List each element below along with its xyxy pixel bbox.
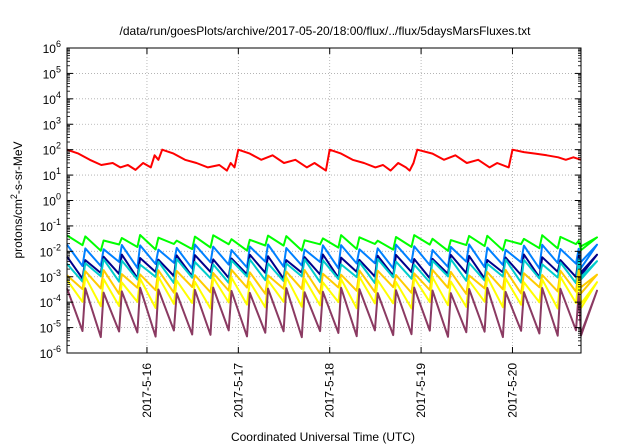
y-tick-exponent: 5	[56, 64, 61, 74]
x-tick-label: 2017-5-18	[323, 363, 337, 418]
y-axis-label-tail: -s-sr-MeV	[11, 141, 25, 194]
y-tick-exponent: -5	[53, 319, 61, 329]
y-tick-label: 10-1	[40, 217, 61, 234]
y-tick-exponent: -1	[53, 217, 61, 227]
y-tick-label: 10-5	[40, 319, 61, 336]
y-tick-exponent: -3	[53, 268, 61, 278]
y-tick-base: 10	[43, 67, 57, 81]
series-layer	[66, 148, 598, 339]
y-tick-base: 10	[43, 144, 57, 158]
y-tick-exponent: 0	[56, 192, 61, 202]
y-tick-label: 106	[43, 39, 61, 56]
y-tick-label: 10-3	[40, 268, 61, 285]
y-tick-exponent: 2	[56, 141, 61, 151]
y-tick-base: 10	[40, 347, 54, 361]
y-tick-label: 102	[43, 141, 61, 158]
x-tick-label: 2017-5-16	[140, 363, 154, 418]
series-line	[66, 275, 598, 310]
y-tick-label: 10-6	[40, 344, 61, 361]
y-axis-label-main: protons/cm	[11, 199, 25, 258]
y-tick-base: 10	[43, 93, 57, 107]
y-tick-label: 10-4	[40, 293, 61, 310]
x-axis-label: Coordinated Universal Time (UTC)	[231, 430, 415, 444]
y-tick-exponent: 3	[56, 115, 61, 125]
y-axis-label: protons/cm2-s-sr-MeV	[9, 141, 25, 258]
y-tick-exponent: -2	[53, 242, 61, 252]
y-tick-exponent: -4	[53, 293, 61, 303]
x-tick-label: 2017-5-20	[505, 363, 519, 418]
y-tick-base: 10	[43, 169, 57, 183]
y-tick-base: 10	[40, 245, 54, 259]
y-tick-exponent: -6	[53, 344, 61, 354]
y-tick-label: 104	[43, 90, 61, 107]
y-tick-base: 10	[40, 271, 54, 285]
y-tick-base: 10	[43, 195, 57, 209]
y-tick-exponent: 4	[56, 90, 61, 100]
y-axis-label-sup: 2	[9, 194, 19, 199]
y-ticks: 10-610-510-410-310-210-11001011021031041…	[40, 39, 581, 361]
y-tick-base: 10	[40, 220, 54, 234]
x-tick-label: 2017-5-19	[414, 363, 428, 418]
y-tick-base: 10	[40, 322, 54, 336]
x-ticks: 2017-5-16 2017-5-17 2017-5-18 2017-5-19 2017…	[140, 48, 519, 418]
chart-title: /data/run/goesPlots/archive/2017-05-20/1…	[120, 24, 532, 38]
y-tick-exponent: 1	[56, 166, 61, 176]
series-line	[66, 268, 598, 295]
series-line	[66, 243, 598, 270]
y-tick-label: 100	[43, 192, 61, 209]
y-tick-label: 103	[43, 115, 61, 132]
y-tick-label: 10-2	[40, 242, 61, 259]
series-line	[66, 148, 582, 172]
series-line	[66, 234, 598, 252]
y-tick-base: 10	[40, 296, 54, 310]
y-tick-base: 10	[43, 42, 57, 56]
y-tick-label: 101	[43, 166, 61, 183]
y-tick-exponent: 6	[56, 39, 61, 49]
y-tick-label: 105	[43, 64, 61, 81]
series-line	[66, 258, 598, 285]
y-tick-base: 10	[43, 118, 57, 132]
x-tick-label: 2017-5-17	[231, 363, 245, 418]
series-line	[66, 286, 598, 339]
